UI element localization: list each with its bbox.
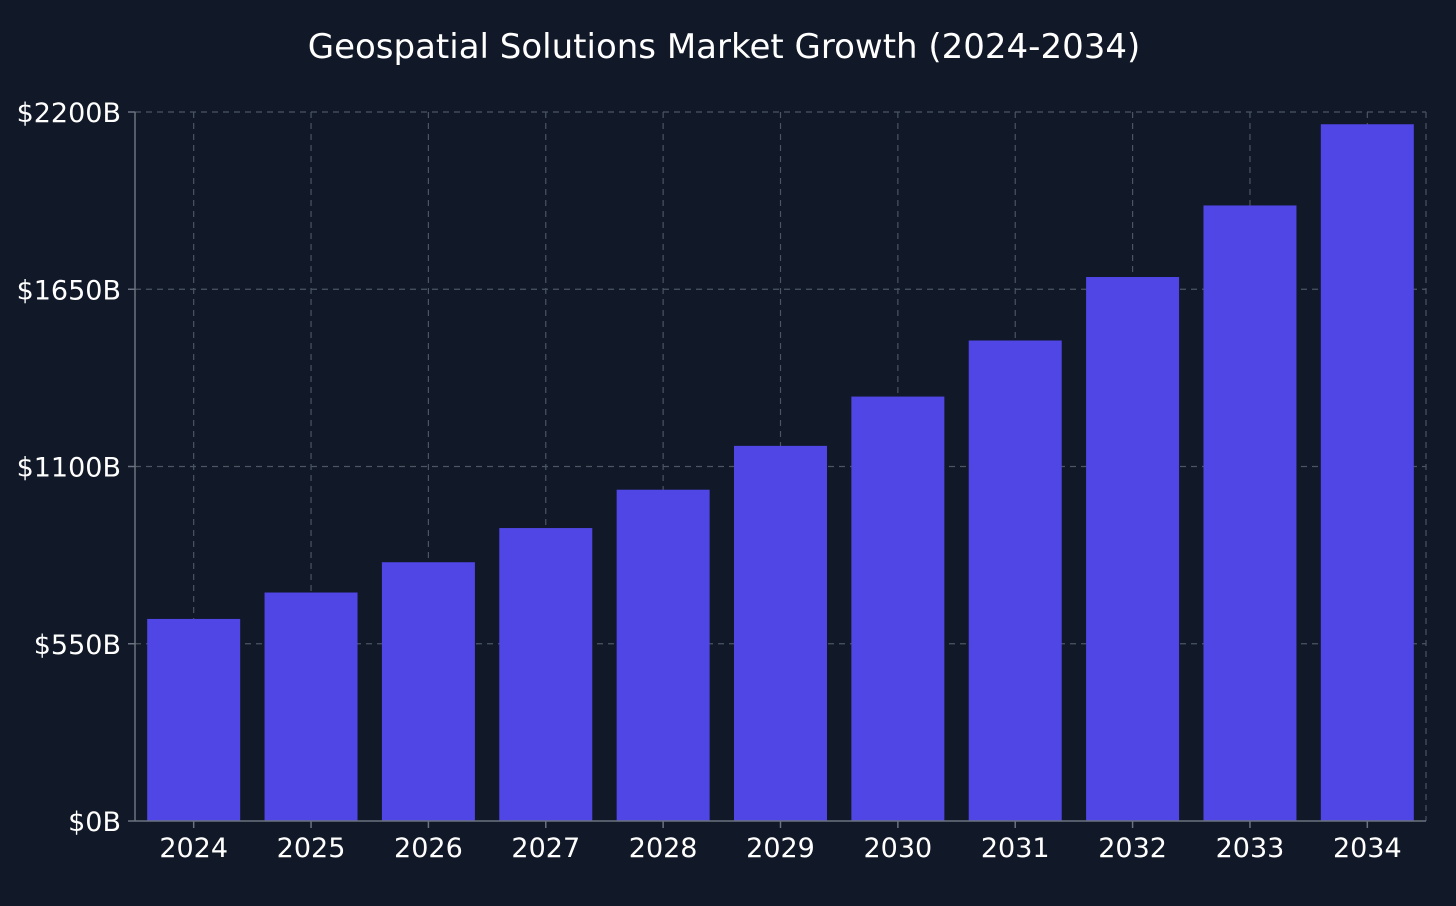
x-tick-label: 2029	[746, 833, 815, 864]
bar-2034	[1320, 124, 1414, 822]
x-tick-label: 2034	[1333, 833, 1402, 864]
y-tick-label: $1650B	[17, 275, 121, 306]
bar-2027	[499, 528, 593, 821]
x-tick-label: 2028	[629, 833, 698, 864]
x-tick-label: 2033	[1216, 833, 1285, 864]
bar-2029	[734, 445, 827, 821]
y-tick-label: $550B	[34, 630, 121, 661]
x-tick-label: 2026	[394, 833, 463, 864]
bar-2032	[1086, 277, 1180, 821]
y-tick-label: $0B	[68, 807, 121, 838]
bar-2031	[968, 340, 1062, 821]
bars-layer	[147, 124, 1414, 822]
y-tick-label: $2200B	[17, 98, 121, 129]
x-tick-label: 2027	[511, 833, 580, 864]
bar-2024	[147, 618, 241, 821]
x-tick-label: 2031	[981, 833, 1050, 864]
chart-title: Geospatial Solutions Market Growth (2024…	[308, 27, 1141, 67]
labels-layer: $0B $550B $1100B $1650B $2200B 2024 2025 2026 20…	[17, 98, 1402, 864]
bar-2033	[1203, 205, 1297, 821]
axes-layer	[128, 111, 1426, 828]
x-tick-label: 2024	[159, 833, 228, 864]
x-tick-label: 2030	[864, 833, 933, 864]
x-tick-label: 2025	[277, 833, 346, 864]
bar-2028	[616, 489, 710, 821]
x-tick-label: 2032	[1098, 833, 1167, 864]
bar-2030	[851, 396, 945, 821]
y-tick-label: $1100B	[17, 453, 121, 484]
bar-2025	[264, 592, 358, 821]
bar-2026	[381, 562, 475, 821]
